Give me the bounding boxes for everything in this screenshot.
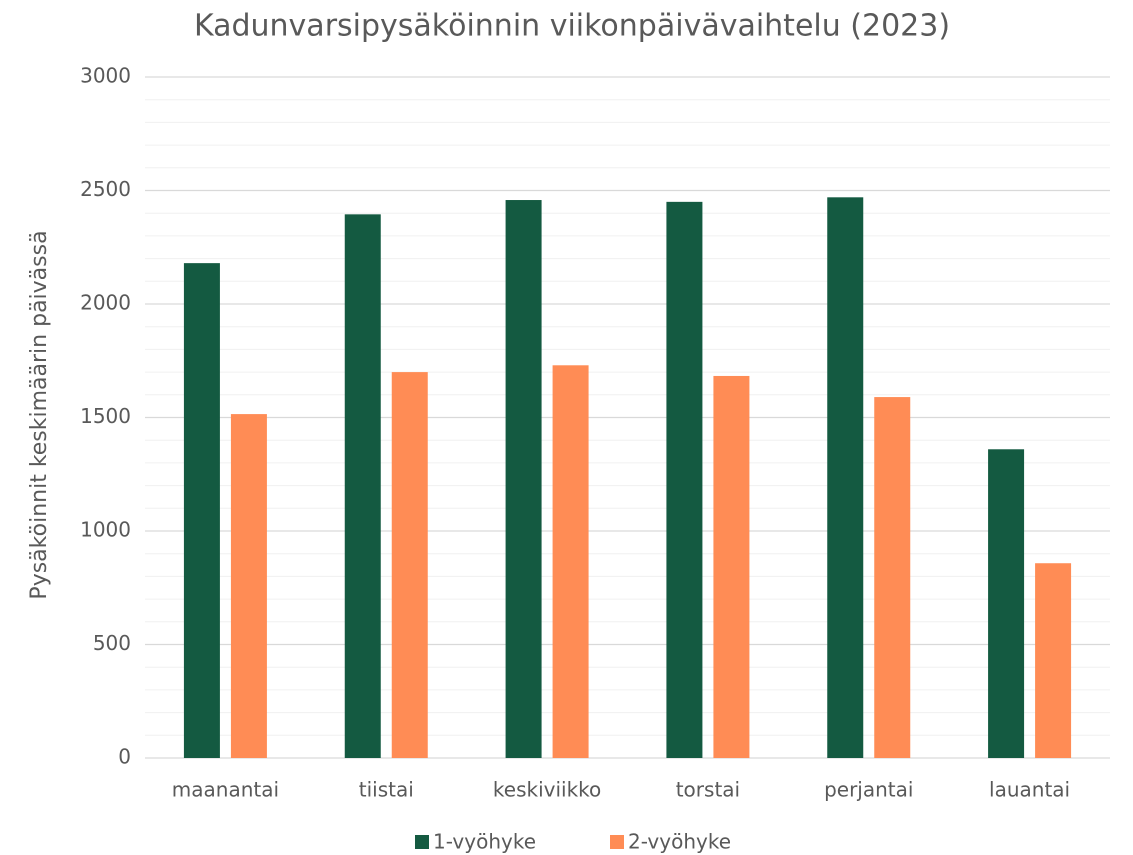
- x-tick-label: torstai: [676, 778, 740, 802]
- x-tick-label: maanantai: [172, 778, 279, 802]
- x-tick-label: keskiviikko: [493, 778, 601, 802]
- bar: [391, 372, 428, 758]
- y-tick-label: 500: [93, 631, 131, 655]
- x-tick-label: lauantai: [989, 778, 1070, 802]
- chart-title: Kadunvarsipysäköinnin viikonpäivävaihtel…: [194, 9, 950, 44]
- x-tick-label: tiistai: [359, 778, 414, 802]
- bar: [713, 375, 750, 758]
- bar: [827, 197, 864, 758]
- legend-label: 1-vyöhyke: [433, 830, 536, 854]
- legend-label: 2-vyöhyke: [628, 830, 731, 854]
- bar: [552, 365, 589, 758]
- bar: [988, 449, 1025, 758]
- bar: [344, 214, 381, 758]
- y-tick-label: 2500: [80, 177, 131, 201]
- y-tick-label: 3000: [80, 64, 131, 88]
- y-tick-label: 0: [118, 745, 131, 769]
- bar: [183, 263, 220, 758]
- bar: [874, 397, 911, 758]
- y-tick-label: 1500: [80, 404, 131, 428]
- bar: [1035, 563, 1072, 758]
- y-axis-label: Pysäköinnit keskimäärin päivässä: [27, 230, 52, 599]
- bar: [230, 414, 267, 758]
- y-tick-label: 2000: [80, 291, 131, 315]
- bar: [666, 201, 703, 759]
- legend-swatch: [610, 835, 624, 849]
- legend-swatch: [415, 835, 429, 849]
- y-tick-label: 1000: [80, 518, 131, 542]
- bar: [505, 200, 542, 758]
- x-tick-label: perjantai: [824, 778, 913, 802]
